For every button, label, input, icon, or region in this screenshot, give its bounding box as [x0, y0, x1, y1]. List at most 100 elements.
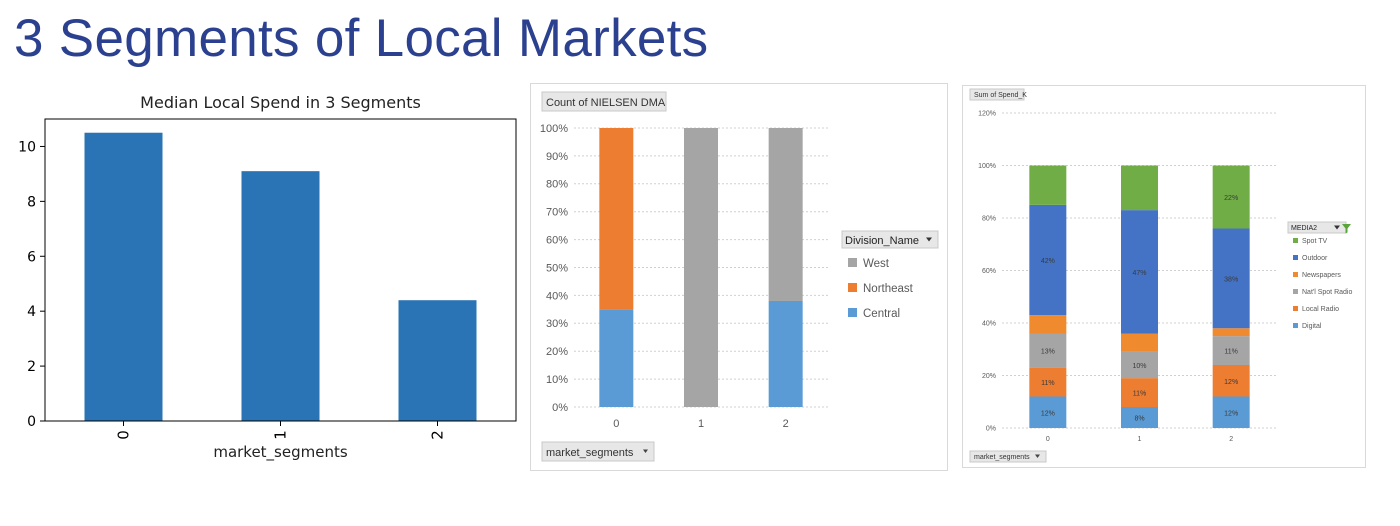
chart3-xtick-label: 2	[1229, 436, 1233, 443]
chart3-bar-segment	[1212, 165, 1250, 229]
page-title: 3 Segments of Local Markets	[14, 9, 709, 68]
chart2-legend-swatch	[848, 258, 857, 267]
chart2-ytick-label: 50%	[546, 262, 568, 274]
chart2-field-button	[541, 91, 667, 112]
chart1-ytick-label: 2	[27, 359, 36, 375]
chart-division-share: Count of NIELSEN DMA market_segments 0% 10%…	[530, 83, 948, 471]
chart3-bar-segment	[1212, 396, 1250, 428]
chart3-bar-segment	[1212, 228, 1250, 329]
chart3-data-label: 11%	[1133, 391, 1147, 398]
chart3-data-label: 11%	[1041, 380, 1055, 387]
chart3-ytick-label: 40%	[982, 320, 996, 327]
chart3-ytick-label: 80%	[982, 215, 996, 222]
chart3-field-button	[969, 88, 1025, 101]
chart2-ytick-label: 20%	[546, 346, 568, 358]
chart2-legend-swatch	[848, 308, 857, 317]
chart3-bar-segment	[1029, 367, 1067, 397]
dropdown-arrow-icon	[643, 449, 648, 453]
chart3-bar-segment	[1212, 336, 1250, 365]
chart3-legend-swatch	[1293, 289, 1298, 294]
chart2-xtick-label: 2	[783, 418, 789, 430]
chart3-bar-segment	[1121, 351, 1158, 379]
chart3-bar-segment	[1121, 407, 1158, 428]
chart2-xtick-label: 0	[613, 418, 619, 430]
chart1-ytick-label: 8	[27, 194, 36, 210]
chart2-axis-field-button-label: market_segments	[546, 447, 634, 459]
chart2-ytick-label: 80%	[546, 179, 568, 191]
chart3-xtick-label: 0	[1046, 436, 1050, 443]
chart2-bar-segment	[684, 128, 718, 407]
chart3-data-label: 12%	[1224, 410, 1238, 417]
chart3-data-label: 11%	[1224, 349, 1238, 356]
chart2-bar-segment	[599, 128, 634, 310]
chart3-legend-swatch	[1293, 306, 1298, 311]
chart2-legend-item: Northeast	[863, 283, 914, 295]
chart3-legend-swatch	[1293, 238, 1298, 243]
chart3-legend-swatch	[1293, 323, 1298, 328]
chart3-data-label: 12%	[1041, 410, 1055, 417]
chart3-data-label: 10%	[1132, 363, 1146, 370]
chart3-axis-field-button	[969, 450, 1047, 463]
chart3-legend-item: Local Radio	[1302, 306, 1339, 313]
chart3-ytick-label: 60%	[982, 268, 996, 275]
chart3-bar-segment	[1121, 333, 1158, 352]
chart3-data-label: 12%	[1224, 379, 1238, 386]
filter-icon	[1342, 224, 1351, 234]
chart1-xlabel: market_segments	[213, 443, 348, 462]
chart2-legend-swatch	[848, 283, 857, 292]
chart2-ytick-label: 60%	[546, 234, 568, 246]
chart2-ytick-label: 70%	[546, 207, 568, 219]
chart-median-local-spend: Median Local Spend in 3 Segments 0 1 2 0 2 4 6 8…	[18, 93, 517, 462]
chart2-ytick-label: 90%	[546, 151, 568, 163]
chart3-data-label: 47%	[1132, 270, 1146, 277]
chart1-bar	[398, 300, 477, 421]
chart3-ytick-label: 0%	[986, 425, 996, 432]
chart2-xtick-label: 1	[698, 418, 704, 430]
chart3-bar-segment	[1121, 165, 1158, 211]
chart3-legend-item: Nat'l Spot Radio	[1302, 289, 1352, 296]
chart2-ytick-label: 10%	[546, 374, 568, 386]
chart3-bar-segment	[1212, 365, 1250, 397]
chart1-ytick-label: 10	[18, 139, 36, 155]
chart3-data-label: 22%	[1224, 195, 1238, 202]
chart2-legend-title: Division_Name	[845, 235, 919, 247]
chart3-data-label: 8%	[1134, 416, 1144, 423]
chart2-legend-title-button	[841, 230, 939, 249]
chart2-legend-item: Central	[863, 308, 900, 320]
chart1-ytick-label: 6	[27, 249, 36, 265]
chart1-xtick-label: 2	[429, 430, 447, 440]
chart3-bar-segment	[1029, 315, 1067, 334]
chart2-ytick-label: 40%	[546, 290, 568, 302]
chart3-legend-item: Newspapers	[1302, 272, 1341, 279]
chart2-field-button-label: Count of NIELSEN DMA	[546, 97, 666, 109]
chart1-bar	[241, 171, 320, 421]
chart3-ytick-label: 120%	[978, 110, 996, 117]
chart3-bar-segment	[1121, 378, 1158, 407]
dropdown-arrow-icon	[1334, 225, 1340, 230]
chart2-ytick-label: 0%	[552, 402, 568, 414]
dropdown-arrow-icon	[1035, 454, 1040, 458]
chart3-bar-segment	[1029, 396, 1067, 428]
chart3-ytick-label: 100%	[978, 163, 996, 170]
chart2-axis-field-button	[541, 441, 655, 462]
chart3-legend-swatch	[1293, 255, 1298, 260]
chart3-bar-segment	[1029, 165, 1067, 205]
chart3-data-label: 13%	[1041, 349, 1055, 356]
chart2-bar-segment	[768, 128, 803, 301]
chart3-legend-item: Spot TV	[1302, 238, 1327, 245]
chart3-xtick-label: 1	[1138, 436, 1142, 443]
chart1-xtick-label: 0	[115, 430, 133, 440]
chart2-ytick-label: 30%	[546, 318, 568, 330]
chart3-legend-swatch	[1293, 272, 1298, 277]
chart3-ytick-label: 20%	[982, 373, 996, 380]
chart3-data-label: 42%	[1041, 258, 1055, 265]
chart1-xtick-label: 1	[272, 430, 290, 440]
dropdown-arrow-icon	[926, 237, 932, 242]
chart3-legend-item: Digital	[1302, 323, 1322, 330]
chart3-legend-item: Outdoor	[1302, 255, 1328, 262]
chart3-bar-segment	[1029, 333, 1067, 368]
chart1-ytick-label: 0	[27, 414, 36, 430]
chart3-bar-segment	[1212, 328, 1250, 337]
chart1-bar	[84, 132, 163, 421]
chart3-axis-field-button-label: market_segments	[974, 454, 1030, 461]
